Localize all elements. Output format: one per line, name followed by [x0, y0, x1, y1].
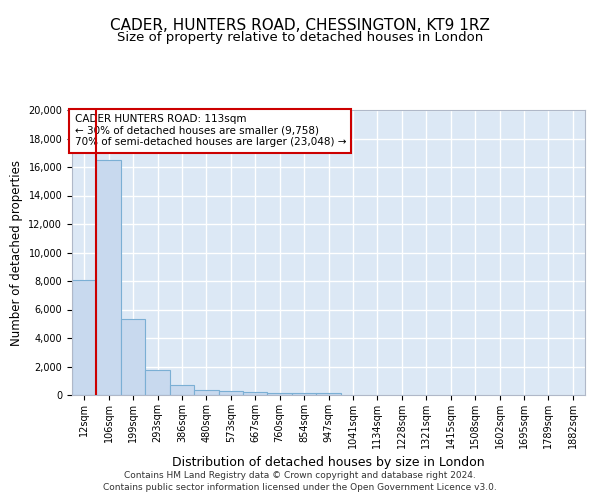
- Bar: [243, 392, 268, 395]
- Bar: [121, 320, 145, 395]
- Text: CADER HUNTERS ROAD: 113sqm
← 30% of detached houses are smaller (9,758)
70% of s: CADER HUNTERS ROAD: 113sqm ← 30% of deta…: [74, 114, 346, 148]
- Bar: [72, 280, 97, 395]
- Text: Contains public sector information licensed under the Open Government Licence v3: Contains public sector information licen…: [103, 483, 497, 492]
- Bar: [194, 390, 218, 395]
- Text: Contains HM Land Registry data © Crown copyright and database right 2024.: Contains HM Land Registry data © Crown c…: [124, 471, 476, 480]
- Text: Size of property relative to detached houses in London: Size of property relative to detached ho…: [117, 31, 483, 44]
- Bar: [218, 392, 243, 395]
- Bar: [316, 394, 341, 395]
- Bar: [268, 392, 292, 395]
- Bar: [170, 385, 194, 395]
- Bar: [97, 160, 121, 395]
- X-axis label: Distribution of detached houses by size in London: Distribution of detached houses by size …: [172, 456, 485, 469]
- Bar: [292, 393, 316, 395]
- Bar: [145, 370, 170, 395]
- Y-axis label: Number of detached properties: Number of detached properties: [10, 160, 23, 346]
- Text: CADER, HUNTERS ROAD, CHESSINGTON, KT9 1RZ: CADER, HUNTERS ROAD, CHESSINGTON, KT9 1R…: [110, 18, 490, 32]
